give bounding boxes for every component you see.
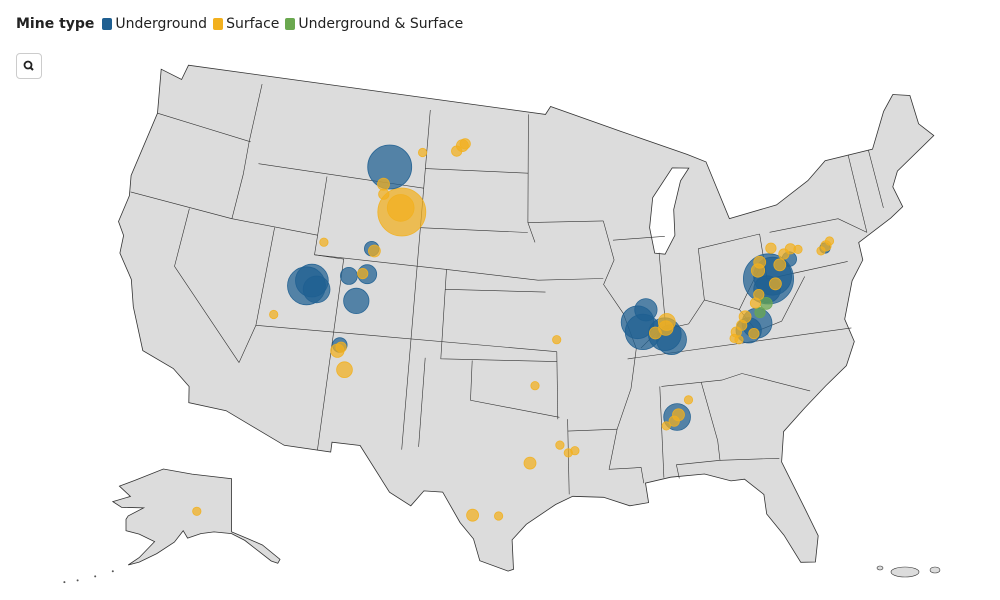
state-border: [130, 84, 263, 220]
legend-swatch: [102, 18, 113, 30]
country-shape: [118, 64, 935, 572]
hawaii-island: [890, 566, 920, 578]
mine-bubble: [377, 177, 390, 191]
mine-bubble: [523, 456, 537, 470]
mine-bubble: [367, 144, 413, 190]
lake: [649, 167, 690, 255]
state-border: [868, 150, 884, 208]
island: [76, 579, 79, 582]
mine-bubble: [773, 258, 787, 272]
mine-bubble: [357, 267, 369, 280]
state-border: [157, 112, 251, 143]
mine-bubble: [634, 298, 658, 322]
mine-bubble: [555, 440, 565, 450]
state-border: [174, 208, 240, 363]
state-border: [698, 233, 760, 249]
state-border: [567, 428, 618, 432]
mine-bubble: [302, 275, 331, 304]
zoom-button[interactable]: [16, 53, 42, 79]
mine-bubble: [753, 255, 767, 269]
state-border: [661, 373, 743, 387]
mine-bubble: [386, 194, 415, 222]
mine-bubble: [367, 244, 381, 258]
state-border: [420, 227, 528, 233]
state-border: [255, 325, 557, 352]
legend: Mine type Underground Surface Underground …: [16, 16, 463, 32]
mine-bubble: [493, 511, 504, 521]
hawaii-island: [876, 565, 884, 571]
mine-bubble: [335, 341, 347, 353]
state-border: [537, 278, 604, 281]
mine-bubble: [754, 306, 766, 319]
state-border: [314, 176, 345, 451]
mine-bubble: [451, 145, 463, 157]
mine-bubble: [378, 188, 390, 200]
mine-bubble: [319, 237, 329, 247]
mine-bubble: [748, 327, 760, 340]
mine-bubble: [343, 287, 370, 314]
state-border: [425, 168, 529, 174]
mine-bubble: [649, 326, 662, 340]
mine-bubble: [734, 335, 744, 345]
state-border: [847, 155, 868, 233]
mine-bubble: [683, 395, 694, 405]
state-border: [231, 218, 318, 236]
legend-swatch: [285, 18, 296, 30]
mine-bubble: [661, 421, 671, 431]
state-border: [556, 351, 559, 420]
mine-bubble: [192, 506, 202, 516]
mine-bubble: [749, 297, 762, 309]
legend-label: Underground & Surface: [298, 16, 464, 32]
mine-bubble: [570, 446, 580, 456]
mine-bubble: [530, 381, 540, 391]
state-border: [470, 360, 560, 418]
mine-bubble: [769, 277, 782, 291]
legend-item[interactable]: Underground: [102, 16, 207, 32]
land: [63, 64, 941, 584]
legend-label: Surface: [226, 16, 280, 32]
state-border: [698, 248, 705, 301]
bubbles: [192, 138, 835, 522]
mine-bubble: [668, 415, 680, 427]
mine-bubble: [824, 236, 835, 246]
mine-bubble: [466, 508, 480, 522]
legend-item[interactable]: Surface: [213, 16, 279, 32]
state-border: [603, 220, 645, 484]
mine-bubble: [552, 335, 562, 345]
state-border: [527, 220, 604, 223]
mine-bubble: [417, 147, 428, 158]
mine-bubble: [339, 266, 358, 285]
state-border: [719, 458, 780, 461]
mine-bubble: [459, 138, 471, 150]
island: [63, 581, 66, 584]
alaska-shape: [111, 468, 281, 566]
legend-swatch: [213, 18, 224, 30]
mine-bubble: [793, 244, 803, 254]
hawaii-island: [929, 566, 941, 574]
zoom-icon: [23, 60, 34, 71]
legend-item[interactable]: Underground & Surface: [285, 16, 463, 32]
state-border: [659, 386, 665, 478]
mine-bubble: [765, 242, 777, 254]
state-border: [418, 357, 426, 447]
island: [94, 575, 97, 578]
state-border: [741, 373, 811, 392]
state-border: [401, 109, 431, 450]
state-border: [612, 236, 665, 241]
state-border: [440, 269, 558, 362]
legend-title: Mine type: [16, 16, 95, 32]
mine-bubble: [816, 246, 826, 256]
legend-label: Underground: [115, 16, 208, 32]
mine-bubble: [336, 361, 353, 379]
island: [111, 570, 114, 573]
mine-bubble: [269, 309, 279, 320]
state-border: [445, 289, 546, 293]
state-border: [769, 218, 868, 233]
